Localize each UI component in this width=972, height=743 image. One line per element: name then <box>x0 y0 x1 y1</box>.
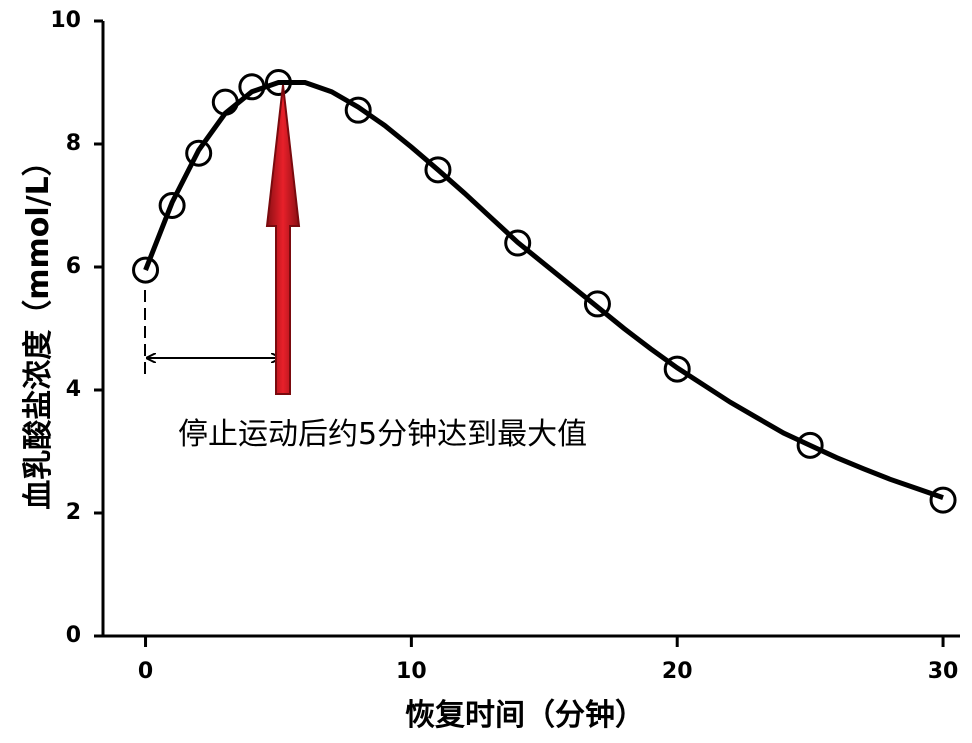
fit-curve <box>143 80 944 500</box>
x-tick-label: 10 <box>396 659 427 684</box>
y-tick-label: 6 <box>66 254 81 279</box>
x-tick-label: 0 <box>138 659 153 684</box>
data-point <box>264 69 292 96</box>
y-tick-label: 2 <box>66 500 81 525</box>
y-tick-label: 4 <box>66 377 81 402</box>
y-axis-label: 血乳酸盐浓度（mmol/L） <box>21 146 56 510</box>
data-point <box>238 73 266 101</box>
peak-arrow <box>265 84 301 395</box>
x-tick-label: 30 <box>928 659 959 684</box>
data-point <box>424 156 452 184</box>
data-point <box>929 486 957 514</box>
data-point <box>185 139 213 167</box>
data-point <box>504 229 532 257</box>
data-point <box>663 355 691 383</box>
y-tick-label: 10 <box>50 8 81 33</box>
data-point <box>211 88 239 116</box>
data-point <box>132 256 160 284</box>
y-tick-label: 8 <box>66 131 81 156</box>
x-tick-label: 20 <box>662 659 693 684</box>
data-point <box>344 96 372 124</box>
y-tick-label: 0 <box>66 623 81 648</box>
x-axis-label: 恢复时间（分钟） <box>405 698 645 733</box>
annotation: 停止运动后约5分钟达到最大值 <box>178 417 587 452</box>
data-point <box>158 192 186 219</box>
data-point <box>583 290 611 318</box>
data-point <box>796 431 824 459</box>
